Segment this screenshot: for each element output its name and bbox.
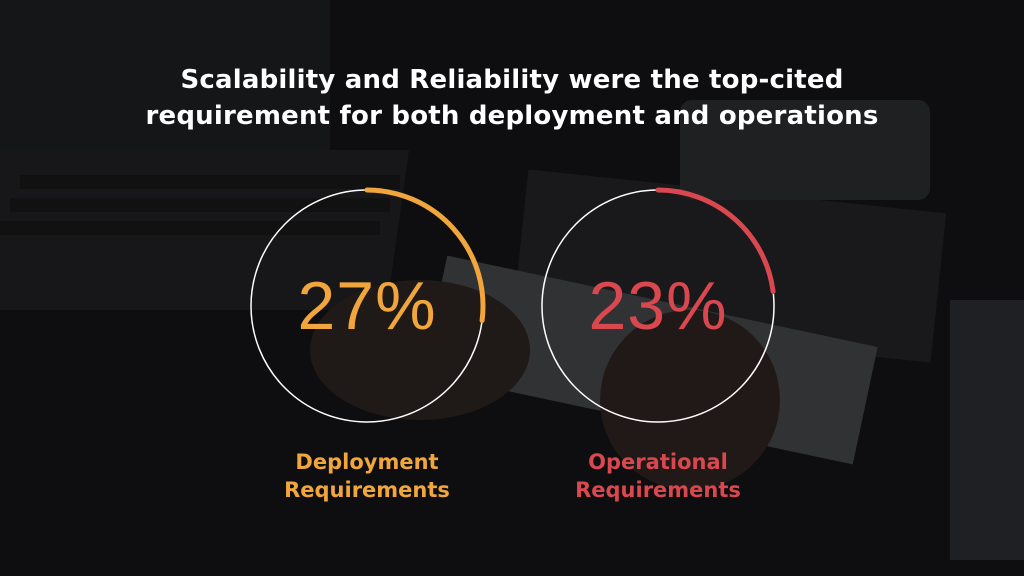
title-line-1: Scalability and Reliability were the top… bbox=[180, 65, 844, 95]
deployment-percent: 27% bbox=[297, 268, 437, 344]
operational-arc bbox=[655, 187, 776, 294]
operational-label-line-2: Requirements bbox=[575, 478, 741, 502]
operational-label: Operational Requirements bbox=[536, 448, 780, 504]
deployment-label-line-2: Requirements bbox=[284, 478, 450, 502]
deployment-label: Deployment Requirements bbox=[245, 448, 489, 504]
deployment-donut: 27% bbox=[245, 184, 489, 428]
operational-percent: 23% bbox=[588, 268, 728, 344]
page-title: Scalability and Reliability were the top… bbox=[0, 62, 1024, 134]
operational-label-line-1: Operational bbox=[588, 450, 728, 474]
deployment-label-line-1: Deployment bbox=[295, 450, 439, 474]
title-line-2: requirement for both deployment and oper… bbox=[145, 101, 879, 131]
deployment-arc bbox=[364, 187, 486, 324]
operational-donut: 23% bbox=[536, 184, 780, 428]
